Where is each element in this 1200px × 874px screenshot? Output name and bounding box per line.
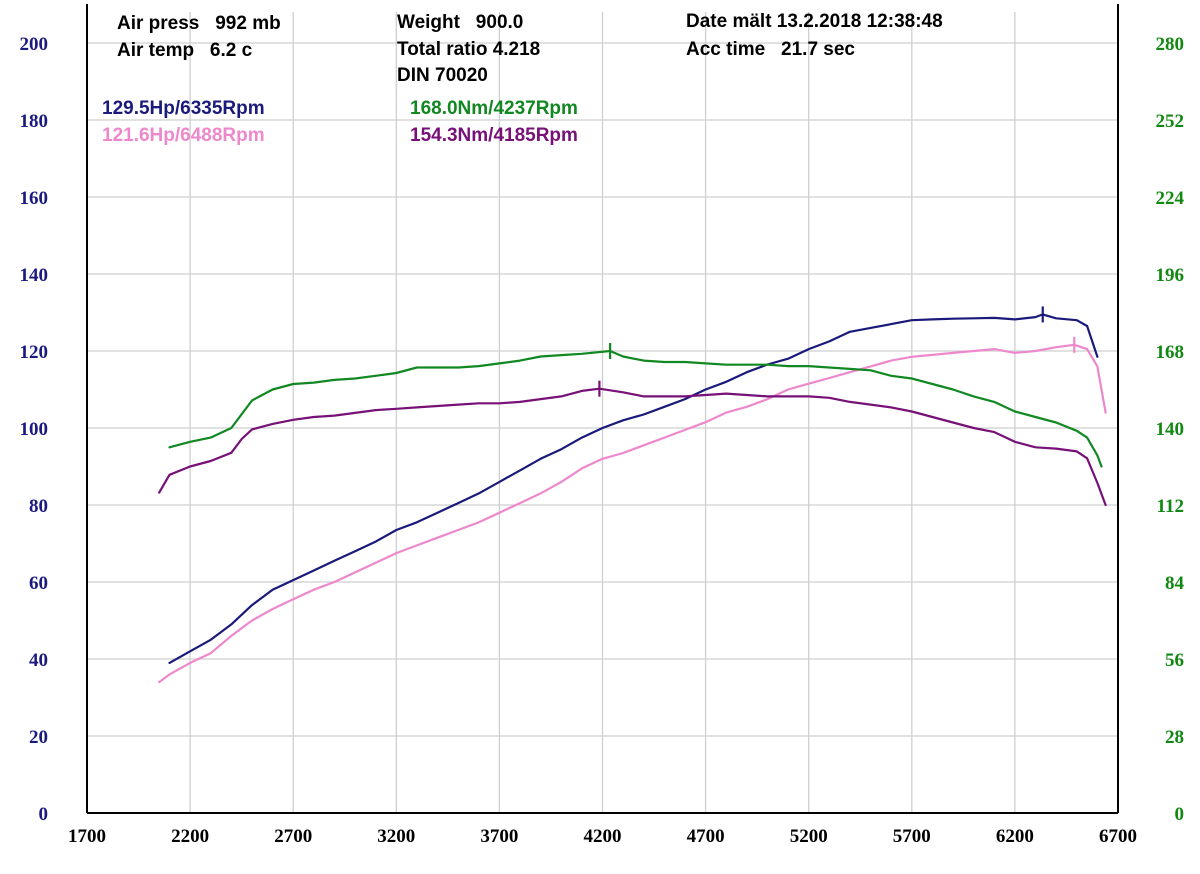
right-tick-label: 56 [1165, 650, 1184, 671]
left-tick-label: 120 [20, 342, 49, 363]
x-tick-label: 6200 [996, 826, 1034, 847]
right-tick-label: 112 [1157, 496, 1184, 517]
left-tick-label: 200 [20, 34, 49, 55]
din-standard: DIN 70020 [397, 65, 488, 86]
x-tick-label: 5200 [790, 826, 828, 847]
right-tick-label: 224 [1156, 188, 1185, 209]
x-tick-label: 1700 [68, 826, 106, 847]
air-temp: Air temp 6.2 c [117, 40, 253, 61]
x-tick-label: 6700 [1099, 826, 1137, 847]
peak-markers [598, 306, 1076, 397]
left-tick-label: 180 [20, 111, 49, 132]
left-tick-labels: 0 20 40 60 80 100 120 140 160 180 200 [20, 34, 49, 825]
left-tick-label: 20 [29, 727, 48, 748]
air-press: Air press 992 mb [117, 13, 281, 34]
right-tick-label: 84 [1165, 573, 1185, 594]
left-tick-label: 160 [20, 188, 49, 209]
series-layer [158, 313, 1107, 684]
total-ratio: Total ratio 4.218 [397, 39, 540, 60]
right-tick-label: 28 [1165, 727, 1184, 748]
peak-label-torque2: 154.3Nm/4185Rpm [410, 125, 578, 146]
x-tick-label: 4700 [687, 826, 725, 847]
right-tick-label: 140 [1156, 419, 1185, 440]
right-tick-label: 168 [1156, 342, 1185, 363]
peak-label-power1: 129.5Hp/6335Rpm [102, 98, 265, 119]
left-tick-label: 40 [29, 650, 48, 671]
left-tick-label: 60 [29, 573, 48, 594]
right-tick-label: 196 [1156, 265, 1185, 286]
date-measured: Date mält 13.2.2018 12:38:48 [686, 11, 943, 32]
series-line-torque2 [158, 387, 1107, 507]
right-tick-label: 280 [1156, 34, 1185, 55]
run-header: Air press 992 mb Air temp 6.2 c Weight 9… [117, 11, 943, 86]
series-line-power1 [168, 313, 1099, 664]
x-tick-label: 3200 [377, 826, 415, 847]
x-tick-label: 4200 [584, 826, 622, 847]
right-tick-labels: 0 28 56 84 112 140 168 196 224 252 280 [1156, 34, 1185, 825]
left-tick-label: 0 [39, 804, 49, 825]
peak-label-power2: 121.6Hp/6488Rpm [102, 125, 265, 146]
right-tick-label: 252 [1156, 111, 1185, 132]
x-tick-label: 3700 [480, 826, 518, 847]
series-line-torque1 [168, 349, 1103, 468]
x-tick-label: 2200 [171, 826, 209, 847]
acc-time: Acc time 21.7 sec [686, 39, 855, 60]
series-line-power2 [158, 343, 1107, 684]
left-tick-label: 140 [20, 265, 49, 286]
x-tick-label: 5700 [893, 826, 931, 847]
peak-label-torque1: 168.0Nm/4237Rpm [410, 98, 578, 119]
right-tick-label: 0 [1175, 804, 1185, 825]
left-tick-label: 80 [29, 496, 48, 517]
x-tick-label: 2700 [274, 826, 312, 847]
x-tick-labels: 1700 2200 2700 3200 3700 4200 4700 5200 5700 6200… [68, 826, 1137, 847]
left-tick-label: 100 [20, 419, 49, 440]
weight: Weight 900.0 [397, 12, 523, 33]
peak-labels: 129.5Hp/6335Rpm 121.6Hp/6488Rpm 168.0Nm/… [102, 98, 578, 146]
